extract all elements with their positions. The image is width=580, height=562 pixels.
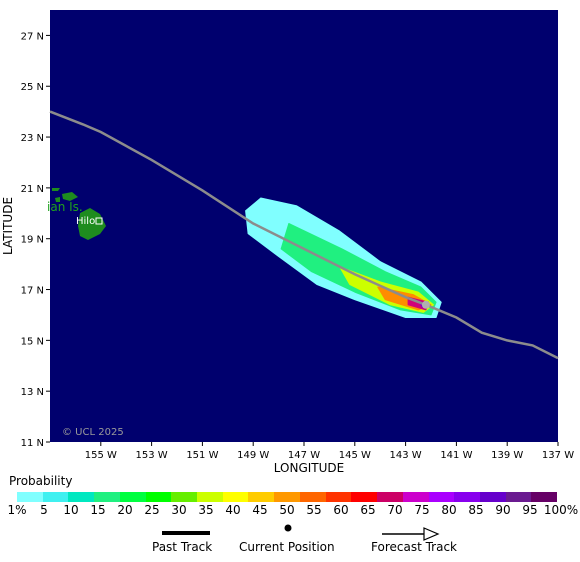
colorbar-label: 5	[40, 503, 48, 517]
colorbar-swatch	[119, 492, 146, 502]
colorbar-label: 15	[90, 503, 106, 517]
colorbar-label: 80	[441, 503, 457, 517]
y-tick-label: 15 N	[21, 336, 44, 347]
colorbar-swatch	[274, 492, 300, 502]
colorbar-swatch	[145, 492, 172, 502]
storm-track-map: 155 W 153 W 151 W 149 W 147 W 145 W 143 W 141 W…	[1, 10, 574, 475]
colorbar-swatch	[42, 492, 69, 502]
colorbar-swatch	[68, 492, 95, 502]
colorbar-label: 25	[144, 503, 160, 517]
colorbar-label: 40	[225, 503, 241, 517]
colorbar-swatch	[454, 492, 480, 502]
y-axis: 11 N 13 N 15 N 17 N 19 N 21 N 23 N 25 N 27 N	[21, 31, 50, 449]
colorbar-swatch	[171, 492, 198, 502]
colorbar-label: 45	[252, 503, 268, 517]
big-island	[78, 208, 106, 240]
colorbar-swatch	[377, 492, 403, 502]
forecast-track-symbol	[382, 527, 440, 541]
maui-island	[62, 192, 78, 201]
y-tick-label: 27 N	[21, 31, 44, 42]
colorbar-label: 100%	[543, 503, 579, 517]
colorbar-swatch	[299, 492, 326, 502]
colorbar-swatch	[505, 492, 532, 502]
colorbar-label: 35	[198, 503, 214, 517]
colorbar-swatch	[325, 492, 352, 502]
current-position-marker	[421, 300, 430, 309]
y-tick-label: 23 N	[21, 133, 44, 144]
past-track-symbol	[162, 531, 210, 535]
colorbar-label: 30	[171, 503, 187, 517]
x-tick-label: 149 W	[237, 450, 269, 461]
colorbar-label: 10	[63, 503, 79, 517]
past-track-line	[49, 110, 427, 306]
forecast-track-line	[425, 303, 559, 360]
x-tick-label: 141 W	[440, 450, 472, 461]
colorbar-label: 1%	[7, 503, 27, 517]
probability-cone	[245, 197, 442, 318]
colorbar-swatch	[479, 492, 506, 502]
city-marker	[95, 217, 103, 225]
colorbar-swatch	[17, 492, 43, 502]
x-axis: 155 W 153 W 151 W 149 W 147 W 145 W 143 W 141 W…	[85, 442, 574, 461]
city-label: Hilo	[76, 216, 95, 227]
current-position-symbol	[284, 524, 292, 532]
colorbar-label: 75	[414, 503, 430, 517]
x-tick-label: 143 W	[390, 450, 422, 461]
forecast-track-label: Forecast Track	[371, 540, 457, 554]
colorbar-swatch	[428, 492, 455, 502]
y-axis-title: LATITUDE	[1, 197, 15, 255]
island-label: ian Is.	[47, 200, 83, 214]
x-tick-label: 151 W	[186, 450, 218, 461]
colorbar-label: 55	[306, 503, 322, 517]
colorbar-swatch	[531, 492, 558, 502]
colorbar-swatch	[248, 492, 275, 502]
probability-colorbar	[17, 492, 558, 502]
colorbar-swatch	[222, 492, 249, 502]
x-tick-label: 137 W	[542, 450, 574, 461]
colorbar-label: 70	[387, 503, 403, 517]
y-tick-label: 21 N	[21, 184, 44, 195]
colorbar-swatch	[351, 492, 378, 502]
x-tick-label: 153 W	[136, 450, 168, 461]
y-tick-label: 25 N	[21, 82, 44, 93]
colorbar-label: 20	[117, 503, 133, 517]
colorbar-swatch	[402, 492, 429, 502]
y-tick-label: 19 N	[21, 235, 44, 246]
x-tick-label: 139 W	[491, 450, 523, 461]
hawaii-islands	[52, 188, 106, 240]
lanai-island	[55, 197, 60, 202]
probability-labels: 1% 5 10 15 20 25 30 35 40 45 50 55 60 65 70 75 80 85 90 95 1…	[0, 503, 580, 519]
colorbar-swatch	[94, 492, 120, 502]
y-tick-label: 17 N	[21, 286, 44, 297]
past-track-label: Past Track	[152, 540, 213, 554]
colorbar-label: 50	[279, 503, 295, 517]
colorbar-label: 65	[360, 503, 376, 517]
colorbar-label: 85	[468, 503, 484, 517]
colorbar-label: 60	[333, 503, 349, 517]
y-tick-label: 13 N	[21, 387, 44, 398]
x-tick-label: 155 W	[85, 450, 117, 461]
colorbar-label: 95	[522, 503, 538, 517]
molokai-island	[52, 188, 60, 191]
current-position-label: Current Position	[239, 540, 335, 554]
x-tick-label: 145 W	[339, 450, 371, 461]
track-lines	[49, 110, 559, 360]
colorbar-label: 90	[495, 503, 511, 517]
x-axis-title: LONGITUDE	[274, 461, 344, 475]
legend-title: Probability	[9, 474, 73, 488]
colorbar-swatch	[197, 492, 223, 502]
x-tick-label: 147 W	[288, 450, 320, 461]
copyright-text: © UCL 2025	[62, 427, 124, 438]
y-tick-label: 11 N	[21, 438, 44, 449]
